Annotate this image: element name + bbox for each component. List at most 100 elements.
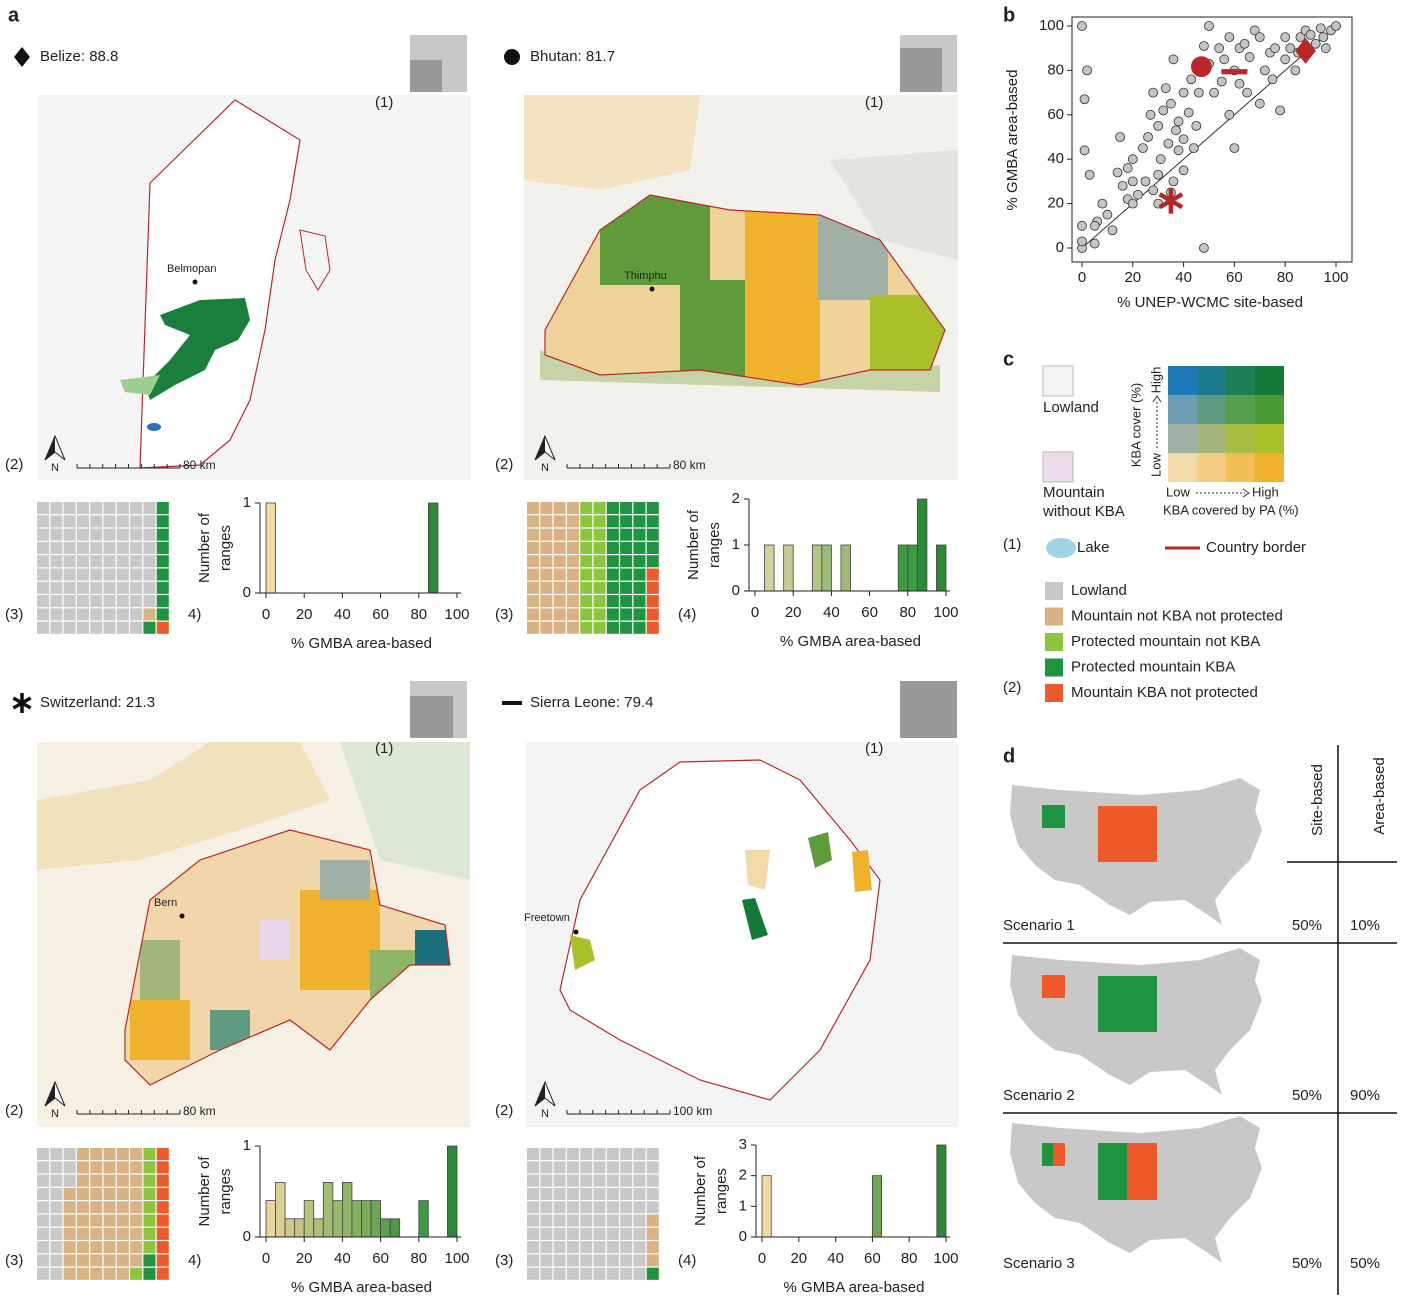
waffle-cell: [606, 595, 619, 608]
bar: [418, 1200, 429, 1238]
point: [1148, 185, 1159, 196]
waffle-cell: [553, 1187, 566, 1200]
waffle-cell: [620, 1267, 633, 1280]
x-axis-label: % UNEP-WCMC site-based: [1117, 294, 1303, 311]
waffle-cell: [566, 621, 579, 634]
waffle-cell: [646, 621, 659, 634]
point: [1127, 176, 1138, 187]
label: (1): [375, 94, 393, 111]
waffle-cell: [90, 1214, 103, 1227]
waffle-cell: [633, 1187, 646, 1200]
waffle-cell: [593, 515, 606, 528]
waffle-cell: [646, 608, 659, 621]
city-label: Bern: [154, 897, 177, 909]
waffle-cell: [593, 1187, 606, 1200]
waffle-cell: [76, 541, 89, 554]
waffle-cell: [37, 1254, 50, 1267]
legend-axis: Low: [1148, 452, 1163, 476]
x-tick-label: 60: [1226, 269, 1243, 286]
waffle-cell: [527, 1214, 540, 1227]
waffle-cell: [620, 555, 633, 568]
label: (3): [5, 606, 23, 623]
bar: [294, 1218, 305, 1238]
waffle-cell: [130, 1201, 143, 1214]
y-tick-label: 1: [732, 536, 740, 553]
waffle-cell: [143, 555, 156, 568]
waffle-cell: [646, 1241, 659, 1254]
waffle-cell: [50, 568, 63, 581]
waffle-cell: [606, 1214, 619, 1227]
waffle-cell: [76, 1201, 89, 1214]
x-tick-label: 80: [899, 604, 916, 621]
y-tick-label: 0: [243, 1228, 251, 1245]
waffle-cell: [37, 1174, 50, 1187]
waffle-cell: [527, 555, 540, 568]
point: [1127, 198, 1138, 209]
point: [1148, 87, 1159, 98]
waffle-cell: [90, 1267, 103, 1280]
waffle-cell: [646, 1267, 659, 1280]
waffle-cell: [566, 1214, 579, 1227]
panel-title: Switzerland: 21.3: [40, 694, 155, 711]
waffle-cell: [37, 1241, 50, 1254]
waffle-cell: [540, 1174, 553, 1187]
waffle-cell: [633, 1174, 646, 1187]
waffle-cell: [527, 621, 540, 634]
waffle-cell: [76, 608, 89, 621]
waffle-cell: [130, 1241, 143, 1254]
waffle-cell: [646, 595, 659, 608]
waffle-cell: [580, 555, 593, 568]
waffle-cell: [116, 1241, 129, 1254]
waffle-cell: [63, 1214, 76, 1227]
bar: [936, 1144, 947, 1238]
waffle-cell: [103, 1148, 116, 1161]
legend-text: Mountain KBA not protected: [1071, 684, 1258, 701]
legend-group: (1): [1003, 536, 1021, 553]
legend-text: Mountain: [1043, 484, 1105, 501]
point: [1077, 21, 1087, 31]
waffle-cell: [606, 1241, 619, 1254]
waffle-cell: [103, 595, 116, 608]
waffle-cell: [143, 1254, 156, 1267]
waffle-cell: [646, 541, 659, 554]
waffle-cell: [116, 568, 129, 581]
y-tick-label: 2: [732, 490, 740, 507]
bar: [764, 544, 775, 592]
waffle-cell: [633, 555, 646, 568]
waffle-cell: [527, 515, 540, 528]
bar: [389, 1218, 401, 1238]
bar: [811, 544, 823, 592]
label: (4): [678, 1252, 696, 1269]
point: [1188, 143, 1199, 154]
waffle-cell: [50, 528, 63, 541]
waffle-cell: [646, 1174, 659, 1187]
legend-axis: Low: [1166, 484, 1190, 499]
waffle-cell: [540, 502, 553, 515]
point: [1178, 165, 1189, 176]
point: [1285, 43, 1296, 54]
waffle-cell: [116, 608, 129, 621]
bar: [936, 544, 947, 592]
point: [1097, 198, 1108, 209]
waffle-cell: [116, 1187, 129, 1200]
point: [1173, 145, 1184, 156]
waffle-cell: [593, 1254, 606, 1267]
waffle-cell: [540, 568, 553, 581]
y-axis-label: ranges: [217, 1169, 234, 1215]
waffle-cell: [130, 541, 143, 554]
point: [1290, 65, 1301, 76]
bar: [783, 544, 794, 592]
waffle-cell: [143, 502, 156, 515]
waffle-cell: [633, 528, 646, 541]
scenario-maps: [1003, 745, 1397, 1295]
waffle-cell: [76, 502, 89, 515]
waffle-cell: [527, 528, 540, 541]
waffle-cell: [566, 1267, 579, 1280]
point: [1234, 78, 1245, 89]
bar: [265, 502, 276, 594]
waffle-cell: [37, 1227, 50, 1240]
waffle-cell: [580, 1241, 593, 1254]
waffle-cell: [50, 1254, 63, 1267]
waffle-cell: [527, 608, 540, 621]
waffle-cell: [156, 1187, 169, 1200]
